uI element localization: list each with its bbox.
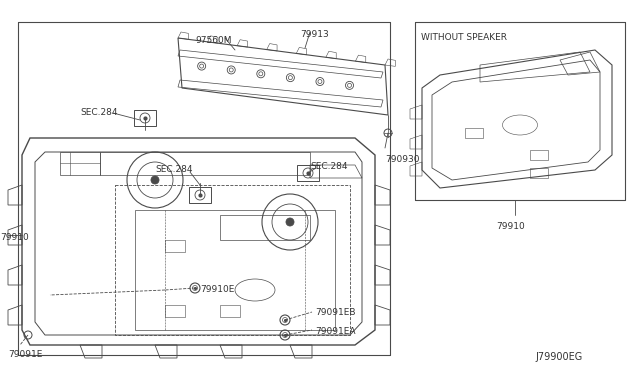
Text: 79913: 79913 bbox=[300, 30, 329, 39]
Circle shape bbox=[151, 176, 159, 184]
Text: 79910E: 79910E bbox=[200, 285, 234, 294]
Text: 79091E: 79091E bbox=[8, 350, 42, 359]
Text: SEC.284: SEC.284 bbox=[80, 108, 118, 117]
Text: 79091EA: 79091EA bbox=[315, 327, 355, 336]
Text: 79910: 79910 bbox=[496, 222, 525, 231]
Text: SEC.284: SEC.284 bbox=[155, 165, 193, 174]
Circle shape bbox=[286, 218, 294, 226]
Text: 79910: 79910 bbox=[0, 233, 29, 242]
Text: SEC.284: SEC.284 bbox=[310, 162, 348, 171]
Text: 790930: 790930 bbox=[385, 155, 419, 164]
Text: 97560M: 97560M bbox=[195, 36, 232, 45]
Text: WITHOUT SPEAKER: WITHOUT SPEAKER bbox=[421, 33, 507, 42]
Text: 79091EB: 79091EB bbox=[315, 308, 355, 317]
Text: J79900EG: J79900EG bbox=[535, 352, 582, 362]
